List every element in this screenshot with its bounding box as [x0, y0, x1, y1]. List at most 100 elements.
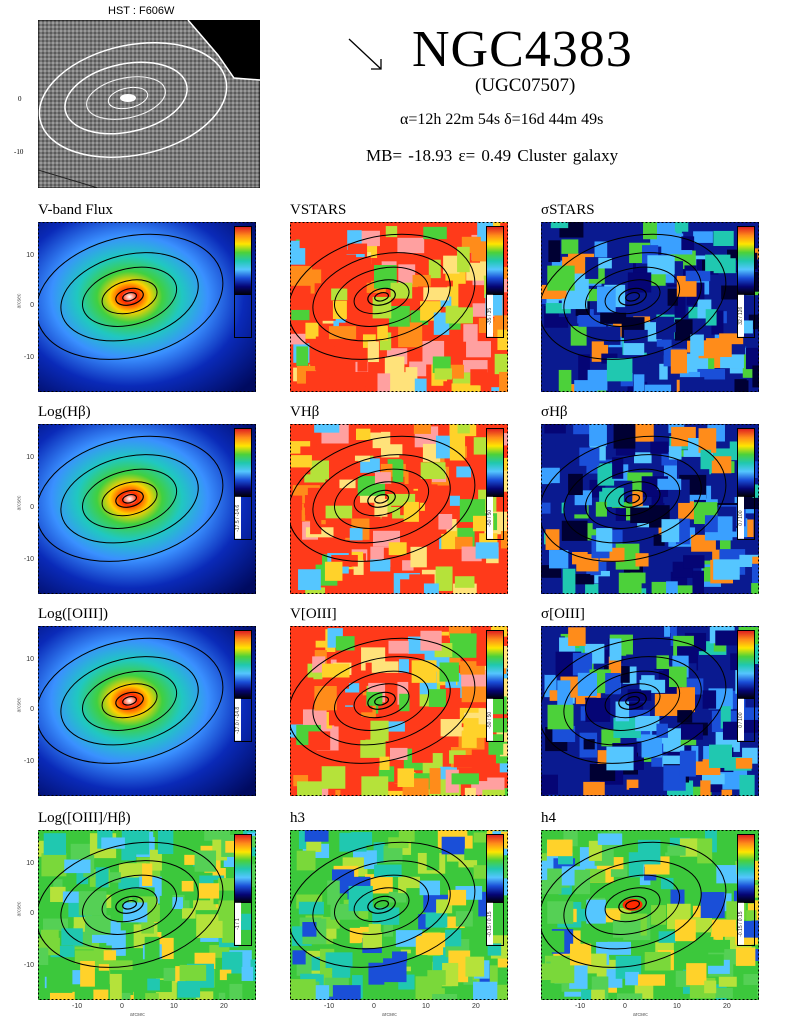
map-frame [290, 222, 508, 392]
x-tick-label: 10 [673, 1003, 681, 1010]
isophote-contour [290, 637, 476, 764]
voronoi-bin [561, 239, 579, 254]
x-axis-label: arcsec [633, 1012, 648, 1018]
north-arrow-icon [348, 38, 382, 70]
isophote-contour [353, 683, 410, 719]
voronoi-bin [398, 659, 409, 673]
voronoi-bin [576, 554, 599, 572]
isophote-contour [618, 691, 647, 710]
voronoi-bin [360, 458, 380, 473]
voronoi-bin [198, 883, 220, 899]
voronoi-bin [290, 429, 311, 445]
voronoi-bin [635, 424, 654, 442]
voronoi-bin [500, 531, 508, 549]
voronoi-bin [41, 853, 67, 877]
voronoi-bin [368, 962, 385, 985]
voronoi-bin [329, 254, 357, 276]
voronoi-bin [751, 583, 759, 594]
voronoi-bin [667, 288, 678, 306]
map-frame [38, 626, 256, 796]
voronoi-bin [74, 950, 99, 964]
voronoi-bin [589, 424, 607, 447]
voronoi-bin [603, 326, 621, 345]
voronoi-bin [349, 528, 363, 541]
voronoi-bin [453, 583, 477, 594]
colorbar-gradient [487, 835, 503, 904]
isophote-contour [584, 468, 681, 529]
isophote-contour [81, 670, 178, 731]
v-oiii-title: V[OIII] [290, 606, 337, 622]
voronoi-bin [596, 528, 613, 552]
isophote-contour [374, 899, 390, 910]
x-tick-label: 10 [170, 1003, 178, 1010]
voronoi-bin [444, 929, 462, 947]
voronoi-bin [302, 922, 317, 937]
voronoi-bin [387, 493, 416, 506]
h3-map [290, 830, 508, 1000]
voronoi-bin [753, 644, 759, 665]
isophote-contour [541, 233, 727, 360]
voronoi-bin [392, 951, 408, 963]
voronoi-bin [423, 226, 447, 240]
isophote-contour [584, 874, 681, 935]
voronoi-bin [449, 495, 468, 506]
colorbar-gradient [235, 429, 251, 498]
log-hbeta-map [38, 424, 256, 594]
voronoi-bin [649, 626, 665, 642]
voronoi-bin [386, 790, 409, 796]
voronoi-bin [412, 274, 431, 287]
isophote-contour [563, 656, 702, 746]
x-tick-label: 20 [723, 1003, 731, 1010]
voronoi-bin [194, 850, 217, 872]
alt-catalog-name: (UGC07507) [475, 75, 576, 96]
voronoi-bin [612, 457, 624, 479]
voronoi-bin [612, 920, 641, 938]
sigma-stars-colorbar: 32 / 126 [737, 226, 755, 338]
voronoi-bin [118, 863, 147, 879]
voronoi-bin [327, 357, 356, 375]
voronoi-bin [368, 923, 381, 944]
y-tick-label: -10 [23, 962, 34, 969]
voronoi-bin [425, 909, 448, 928]
voronoi-bin [661, 519, 680, 543]
voronoi-bin [633, 374, 645, 392]
voronoi-bin [414, 830, 437, 851]
voronoi-bin [613, 424, 636, 449]
isophote-contour [625, 291, 641, 302]
voronoi-bin [400, 579, 420, 594]
isophote-contour [353, 481, 410, 517]
isophote-contour [122, 695, 138, 706]
voronoi-bin [441, 836, 465, 855]
voronoi-bin [595, 501, 607, 517]
voronoi-bin [84, 915, 111, 935]
voronoi-bin [638, 974, 666, 986]
y-tick-label: -10 [23, 758, 34, 765]
map-frame [290, 830, 508, 1000]
voronoi-bin [498, 574, 508, 593]
v-band-flux-title: V-band Flux [38, 202, 113, 218]
hst-y-tick-minus10: -10 [14, 148, 24, 156]
voronoi-bin [463, 324, 478, 342]
isophote-contour [101, 481, 158, 517]
voronoi-bin [496, 984, 508, 1000]
voronoi-bin [388, 837, 409, 849]
v-stars-colorbar: -35 / 35 [486, 226, 504, 338]
voronoi-bin [683, 555, 705, 569]
voronoi-bin [412, 744, 433, 763]
map-frame [541, 626, 759, 796]
voronoi-bin [604, 909, 621, 923]
voronoi-bin [296, 346, 309, 366]
colorbar-gradient [738, 429, 754, 498]
voronoi-bin [630, 507, 655, 524]
voronoi-bin [418, 484, 438, 503]
voronoi-bin [372, 296, 392, 319]
voronoi-bin [700, 780, 711, 796]
voronoi-bin [377, 325, 388, 341]
y-tick-label: 10 [26, 860, 34, 867]
map-frame [38, 830, 256, 1000]
voronoi-bin [666, 581, 678, 594]
voronoi-bin [655, 942, 674, 953]
colorbar-gradient [487, 429, 503, 498]
isophote-contour [38, 435, 224, 562]
voronoi-bin [700, 892, 725, 919]
